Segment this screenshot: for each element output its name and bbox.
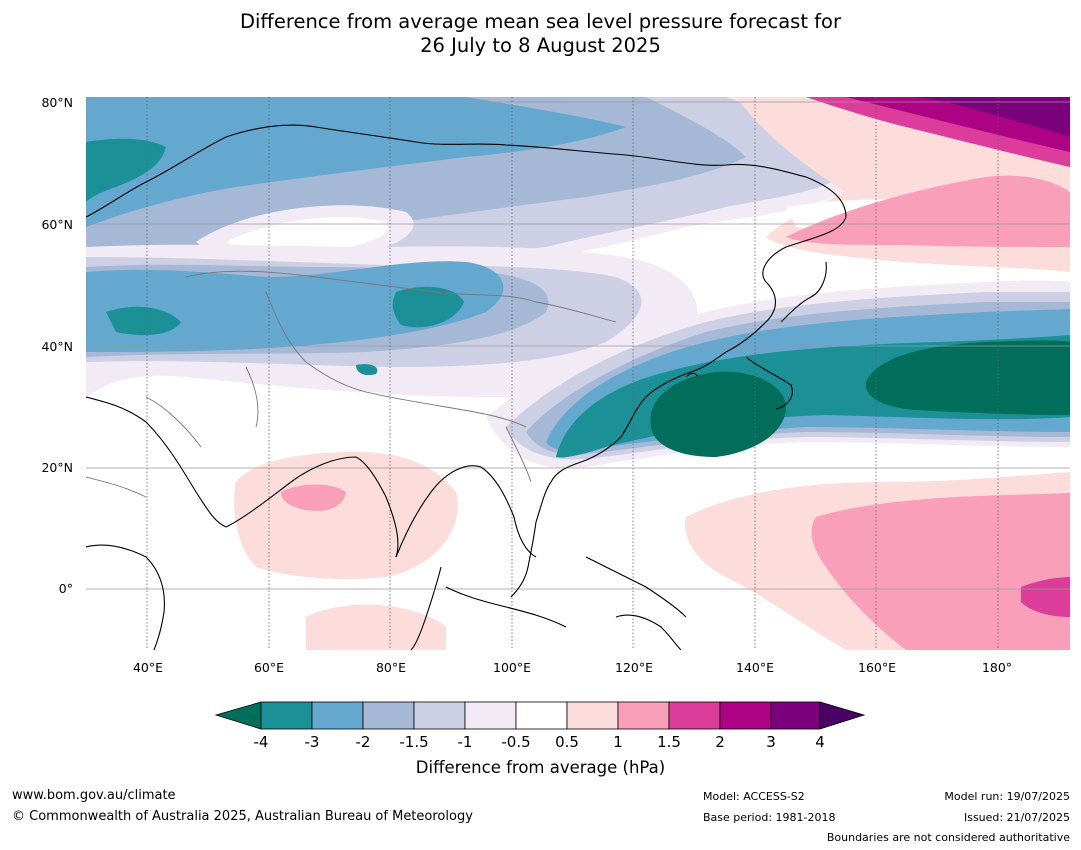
legend-swatch-3-4 bbox=[770, 701, 821, 730]
legend-swatch-2-3 bbox=[719, 701, 772, 730]
central-teal-west bbox=[106, 306, 181, 335]
legend-swatch--3--2 bbox=[311, 701, 364, 730]
legend-swatch-1.5-2 bbox=[668, 701, 721, 730]
lat-label-80n: 80°N bbox=[41, 95, 73, 110]
legend-swatch--2--1.5 bbox=[362, 701, 415, 730]
legend-swatch--1--0.5 bbox=[464, 701, 517, 730]
lon-label-120e: 120°E bbox=[614, 660, 654, 675]
lon-label-100e: 100°E bbox=[492, 660, 532, 675]
country-boundaries bbox=[86, 270, 617, 498]
legend-tick: -1 bbox=[457, 733, 473, 751]
legend-swatch--0.5-0.5 bbox=[515, 701, 568, 730]
map-title: Difference from average mean sea level p… bbox=[0, 10, 1081, 58]
legend-swatch-1-1.5 bbox=[617, 701, 670, 730]
lat-label-0: 0° bbox=[58, 581, 73, 596]
legend-colorbar bbox=[214, 701, 866, 730]
lon-label-180: 180° bbox=[981, 660, 1013, 675]
model-run-date: Model run: 19/07/2025 bbox=[944, 790, 1070, 803]
lat-label-40n: 40°N bbox=[41, 339, 73, 354]
legend-tick: -3 bbox=[304, 733, 320, 751]
title-line-1: Difference from average mean sea level p… bbox=[240, 10, 841, 33]
pacific-dark-teal-japan bbox=[650, 371, 786, 457]
legend-swatch--1.5--1 bbox=[413, 701, 466, 730]
legend-tick: -4 bbox=[253, 733, 269, 751]
legend-swatch-gt-4 bbox=[819, 701, 866, 730]
lon-label-160e: 160°E bbox=[857, 660, 897, 675]
legend-tick: 4 bbox=[815, 733, 825, 751]
south-positive-light bbox=[306, 604, 446, 650]
copyright-text: © Commonwealth of Australia 2025, Austra… bbox=[12, 809, 473, 824]
legend-tick: 0.5 bbox=[555, 733, 579, 751]
base-period: Base period: 1981-2018 bbox=[703, 811, 836, 824]
boundaries-disclaimer: Boundaries are not considered authoritat… bbox=[826, 831, 1070, 844]
longitude-gridlines bbox=[146, 97, 999, 650]
pressure-anomaly-map bbox=[86, 97, 1070, 650]
lat-label-60n: 60°N bbox=[41, 217, 73, 232]
coastlines bbox=[86, 124, 847, 650]
pacific-dark-teal-east bbox=[865, 340, 1070, 415]
legend-swatch--4--3 bbox=[260, 701, 313, 730]
legend-swatch-0.5-1 bbox=[566, 701, 619, 730]
legend-tick: -2 bbox=[355, 733, 371, 751]
issued-date: Issued: 21/07/2025 bbox=[963, 811, 1070, 824]
legend-units-label: Difference from average (hPa) bbox=[415, 758, 666, 777]
legend-tick: 1.5 bbox=[657, 733, 681, 751]
lon-label-60e: 60°E bbox=[253, 660, 285, 675]
lon-label-140e: 140°E bbox=[735, 660, 775, 675]
central-band-blue bbox=[86, 261, 504, 352]
map-canvas bbox=[86, 97, 1070, 650]
lat-label-20n: 20°N bbox=[41, 460, 73, 475]
west-pacific-positive-magenta bbox=[1021, 577, 1070, 617]
north-teal-patch bbox=[86, 138, 166, 202]
model-name: Model: ACCESS-S2 bbox=[703, 790, 805, 803]
legend-tick: 2 bbox=[715, 733, 725, 751]
ne-positive-purple bbox=[916, 97, 1070, 137]
latitude-gridlines bbox=[86, 101, 1070, 590]
lon-label-40e: 40°E bbox=[132, 660, 164, 675]
north-belt-blue bbox=[86, 97, 626, 227]
legend-tick: 1 bbox=[613, 733, 623, 751]
central-teal-east bbox=[392, 286, 464, 328]
india-positive-light bbox=[234, 452, 458, 579]
website-link[interactable]: www.bom.gov.au/climate bbox=[12, 788, 176, 803]
india-positive-pink bbox=[281, 484, 346, 512]
ne-positive-pink bbox=[786, 175, 1070, 247]
legend-swatch-lt-4 bbox=[214, 701, 262, 730]
legend-tick: -1.5 bbox=[399, 733, 429, 751]
legend-tick: 3 bbox=[766, 733, 776, 751]
title-line-2: 26 July to 8 August 2025 bbox=[420, 34, 661, 57]
lon-label-80e: 80°E bbox=[375, 660, 407, 675]
legend-tick: -0.5 bbox=[501, 733, 531, 751]
